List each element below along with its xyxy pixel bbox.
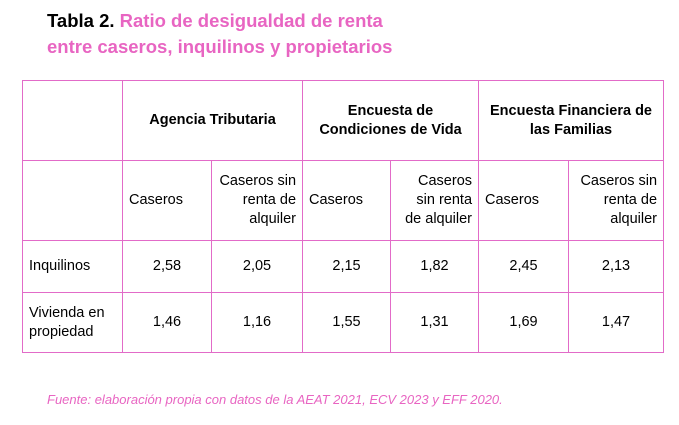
table-cell: 2,15 — [302, 240, 392, 293]
group-header-row: Agencia Tributaria Encuesta de Condicion… — [22, 80, 665, 161]
table-cell: 1,82 — [390, 240, 480, 293]
source-note: Fuente: elaboración propia con datos de … — [47, 392, 503, 407]
subheader-sin-renta-eff: Caseros sin renta de alquiler — [568, 160, 665, 241]
row-label-vivienda-propiedad: Vivienda en propiedad — [22, 292, 123, 353]
table-cell: 2,58 — [122, 240, 212, 293]
subheader-sin-renta-aeat: Caseros sin renta de alquiler — [210, 160, 304, 241]
table-cell: 1,16 — [210, 292, 304, 353]
table-title-line1: Ratio de desigualdad de renta — [119, 10, 383, 31]
table-title: Tabla 2. Ratio de desigualdad de renta e… — [47, 8, 392, 60]
row-label-inquilinos: Inquilinos — [22, 240, 123, 293]
group-header-aeat: Agencia Tributaria — [121, 80, 304, 161]
table-number: Tabla 2. — [47, 10, 115, 31]
table-cell: 2,13 — [568, 240, 665, 293]
table-title-line2: entre caseros, inquilinos y propietarios — [47, 36, 393, 57]
table-row: Inquilinos 2,58 2,05 2,15 1,82 2,45 2,13 — [22, 240, 665, 293]
subheader-caseros-eff: Caseros — [478, 160, 570, 241]
group-header-eff: Encuesta Financiera de las Familias — [478, 80, 665, 161]
table-cell: 1,31 — [390, 292, 480, 353]
table-cell: 1,46 — [122, 292, 212, 353]
inequality-table: Agencia Tributaria Encuesta de Condicion… — [22, 80, 665, 353]
table-cell: 2,45 — [478, 240, 570, 293]
group-header-ecv: Encuesta de Condiciones de Vida — [302, 80, 480, 161]
subheader-caseros-ecv: Caseros — [302, 160, 392, 241]
table-row: Vivienda en propiedad 1,46 1,16 1,55 1,3… — [22, 292, 665, 353]
table-cell: 1,55 — [302, 292, 392, 353]
empty-subheader-cell — [22, 160, 123, 241]
table-cell: 1,47 — [568, 292, 665, 353]
group-header-ecv-label: Encuesta de Condiciones de Vida — [319, 102, 462, 138]
table-cell: 2,05 — [210, 240, 304, 293]
subheader-sin-renta-ecv: Caseros sin renta de alquiler — [390, 160, 480, 241]
group-header-eff-label: Encuesta Financiera de las Familias — [490, 102, 652, 138]
subheader-row: Caseros Caseros sin renta de alquiler Ca… — [22, 160, 665, 241]
table-cell: 1,69 — [478, 292, 570, 353]
empty-corner-cell — [22, 80, 123, 161]
subheader-caseros-aeat: Caseros — [122, 160, 212, 241]
